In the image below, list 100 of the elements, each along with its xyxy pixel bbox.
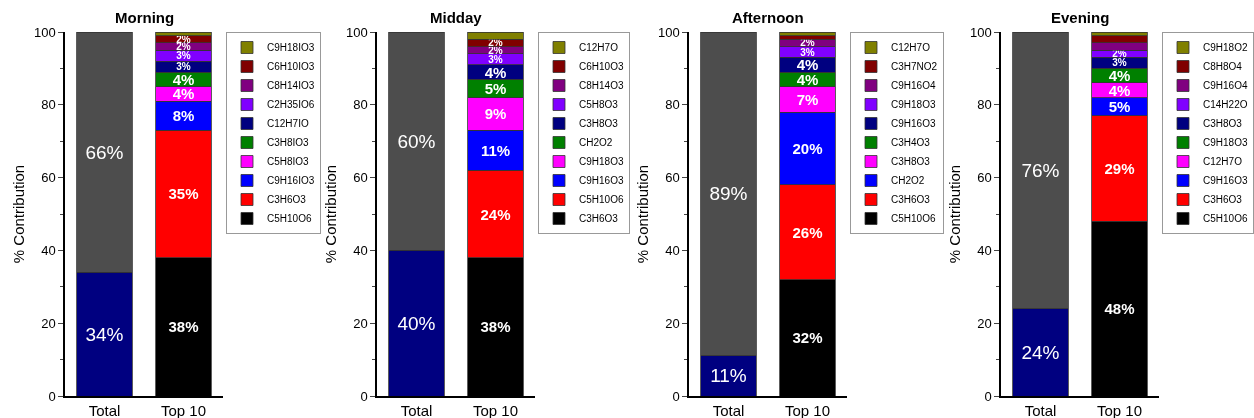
legend-label: C9H16O3 bbox=[891, 118, 936, 130]
legend-label: C12H7O bbox=[891, 42, 931, 54]
legend-label: C3H8O3 bbox=[1203, 118, 1243, 130]
y-tick-label: 40 bbox=[353, 242, 368, 258]
y-tick-label: 60 bbox=[665, 170, 680, 186]
data-label: 4% bbox=[172, 85, 195, 103]
data-label: 89% bbox=[709, 183, 748, 205]
x-tick-label: Top 10 bbox=[472, 401, 519, 418]
x-tick-label: Top 10 bbox=[1096, 401, 1143, 418]
data-label: 66% bbox=[85, 141, 124, 163]
legend-label: C5H10O6 bbox=[579, 194, 624, 206]
y-tick-label: 20 bbox=[977, 315, 992, 331]
legend-label: C12H7O bbox=[1203, 156, 1243, 168]
legend-label: C3H8O3 bbox=[579, 118, 619, 130]
x-tick-label: Total bbox=[88, 401, 121, 418]
data-label: 38% bbox=[480, 318, 511, 336]
legend-label: C8H14IO3 bbox=[267, 80, 315, 92]
data-label: 3% bbox=[488, 53, 503, 65]
data-label: 24% bbox=[480, 205, 511, 223]
y-axis-title: % Contribution bbox=[9, 164, 27, 264]
data-label: 34% bbox=[85, 323, 124, 345]
data-label: 76% bbox=[1021, 159, 1060, 181]
data-label: 5% bbox=[484, 79, 507, 97]
data-label: 29% bbox=[1104, 160, 1135, 177]
legend-label: C9H16O4 bbox=[1203, 80, 1248, 92]
chart-title: Evening bbox=[1051, 9, 1110, 26]
legend-label: C5H10O6 bbox=[891, 213, 936, 225]
data-label: 40% bbox=[397, 312, 436, 334]
legend-label: C8H14O3 bbox=[579, 80, 624, 92]
x-tick-label: Total bbox=[712, 401, 745, 418]
data-label: 35% bbox=[168, 185, 199, 203]
y-tick-label: 60 bbox=[41, 170, 56, 186]
legend-label: C9H16O4 bbox=[891, 80, 936, 92]
legend-label: C9H18O2 bbox=[1203, 42, 1248, 54]
y-tick-label: 100 bbox=[969, 24, 992, 40]
legend-label: C3H8O3 bbox=[891, 156, 931, 168]
legend-label: C12H7O bbox=[579, 42, 619, 54]
data-label: 38% bbox=[168, 318, 199, 336]
legend-label: C3H4O3 bbox=[891, 137, 931, 149]
y-tick-label: 100 bbox=[345, 24, 368, 40]
legend-label: C5H10O6 bbox=[267, 213, 312, 225]
x-tick-label: Top 10 bbox=[784, 401, 831, 418]
legend-label: C9H16O3 bbox=[579, 175, 624, 187]
y-tick-label: 60 bbox=[977, 170, 992, 186]
x-tick-label: Total bbox=[400, 401, 433, 418]
y-tick-label: 0 bbox=[48, 388, 56, 404]
legend-label: C9H16IO3 bbox=[267, 175, 315, 187]
y-axis-title: % Contribution bbox=[945, 164, 963, 264]
legend-label: C5H8IO3 bbox=[267, 156, 310, 168]
x-tick-label: Top 10 bbox=[160, 401, 207, 418]
legend-label: C9H18O3 bbox=[891, 99, 936, 111]
y-tick-label: 20 bbox=[353, 315, 368, 331]
data-label: 60% bbox=[397, 130, 436, 152]
y-axis-title: % Contribution bbox=[321, 164, 339, 264]
data-label: 3% bbox=[800, 46, 815, 58]
data-label: 20% bbox=[792, 139, 823, 157]
y-tick-label: 40 bbox=[665, 242, 680, 258]
legend-label: C5H8O3 bbox=[579, 99, 619, 111]
data-label: 8% bbox=[172, 107, 195, 125]
y-tick-label: 0 bbox=[672, 388, 680, 404]
data-label: 5% bbox=[1108, 98, 1131, 116]
legend-label: C9H16O3 bbox=[1203, 175, 1248, 187]
legend-label: C8H8O4 bbox=[1203, 61, 1243, 73]
legend-label: C14H22O bbox=[1203, 99, 1248, 111]
legend-label: C6H10IO3 bbox=[267, 61, 315, 73]
data-label: 24% bbox=[1021, 341, 1060, 363]
legend-label: C3H7NO2 bbox=[891, 61, 938, 73]
data-label: 3% bbox=[176, 50, 191, 62]
y-tick-label: 0 bbox=[984, 388, 992, 404]
y-tick-label: 20 bbox=[665, 315, 680, 331]
legend-label: CH2O2 bbox=[891, 175, 925, 187]
legend-label: C9H18IO3 bbox=[267, 42, 315, 54]
data-label: 11% bbox=[480, 141, 511, 159]
legend-label: C3H6O3 bbox=[267, 194, 307, 206]
data-label: 26% bbox=[792, 223, 823, 241]
y-axis-title: % Contribution bbox=[633, 164, 651, 264]
y-tick-label: 0 bbox=[360, 388, 368, 404]
data-label: 11% bbox=[710, 365, 747, 387]
chart-title: Afternoon bbox=[732, 9, 804, 26]
data-label: 3% bbox=[176, 61, 191, 73]
y-tick-label: 20 bbox=[41, 315, 56, 331]
data-label: 4% bbox=[484, 63, 507, 81]
legend-label: C9H18O3 bbox=[579, 156, 624, 168]
data-label: 9% bbox=[484, 105, 507, 123]
legend-label: C6H10O3 bbox=[579, 61, 624, 73]
legend-label: C3H6O3 bbox=[579, 213, 619, 225]
legend-label: C3H8IO3 bbox=[267, 137, 310, 149]
legend-label: C5H10O6 bbox=[1203, 213, 1248, 225]
y-tick-label: 100 bbox=[657, 24, 680, 40]
y-tick-label: 100 bbox=[33, 24, 56, 40]
y-tick-label: 40 bbox=[977, 242, 992, 258]
legend-label: C9H18O3 bbox=[1203, 137, 1248, 149]
legend-label: C2H35IO6 bbox=[267, 99, 315, 111]
y-tick-label: 80 bbox=[977, 97, 992, 113]
chart-title: Morning bbox=[115, 9, 175, 26]
data-label: 3% bbox=[1112, 57, 1127, 69]
chart-title: Midday bbox=[430, 9, 483, 26]
x-tick-label: Total bbox=[1024, 401, 1057, 418]
y-tick-label: 80 bbox=[41, 97, 56, 113]
y-tick-label: 80 bbox=[665, 97, 680, 113]
